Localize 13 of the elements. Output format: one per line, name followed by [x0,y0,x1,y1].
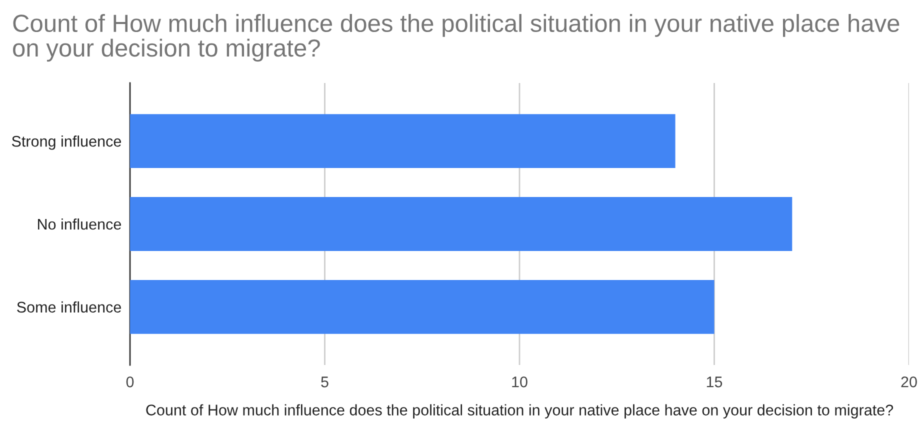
y-tick-label: Some influence [17,301,121,313]
x-tick-label: 0 [126,376,134,388]
x-tick-label: 10 [512,376,528,388]
x-tick-label: 20 [901,376,917,388]
x-tick-label: 5 [321,376,328,388]
bar [130,280,714,334]
y-tick-label: No influence [38,218,121,230]
y-tick-label: Strong influence [12,136,121,150]
x-tick-label: 15 [706,376,722,388]
x-axis-title: Count of How much influence does the political situation in your native place have on your decision to migrate? [146,404,894,418]
bar [130,197,792,251]
chart-title: Count of How much influence does the political situation in your native place have on your decision to migrate? [13,14,900,62]
bar [130,114,676,168]
